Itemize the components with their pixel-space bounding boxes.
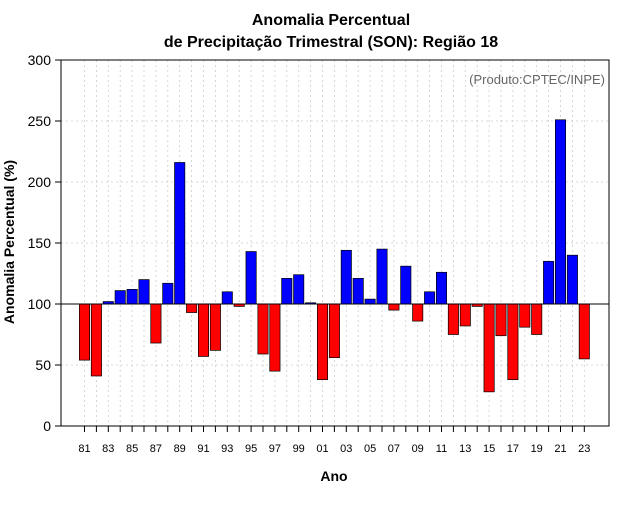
x-tick-label-09: 09 <box>412 443 424 455</box>
bar-03 <box>340 249 352 305</box>
bar-17 <box>507 303 519 380</box>
x-tick-label-95: 95 <box>245 443 257 455</box>
bar-93 <box>221 291 233 305</box>
x-tick-label-89: 89 <box>174 443 186 455</box>
bar-21 <box>554 119 566 305</box>
bar-90 <box>186 303 198 313</box>
bar-09 <box>412 303 424 322</box>
bar-86 <box>138 279 150 305</box>
bar-20 <box>543 260 555 305</box>
bar-05 <box>364 298 376 305</box>
x-tick-label-81: 81 <box>78 443 90 455</box>
x-tick-label-05: 05 <box>364 443 376 455</box>
bar-02 <box>328 303 340 359</box>
x-tick-label-83: 83 <box>102 443 114 455</box>
y-tick-label-150: 150 <box>28 235 52 251</box>
bar-01 <box>317 303 329 380</box>
bar-23 <box>578 303 590 360</box>
bar-81 <box>78 303 90 361</box>
x-tick-label-87: 87 <box>150 443 162 455</box>
bar-98 <box>281 278 293 305</box>
bar-19 <box>531 303 543 335</box>
bar-85 <box>126 289 138 305</box>
x-tick-label-07: 07 <box>388 443 400 455</box>
y-tick-label-200: 200 <box>28 174 52 190</box>
x-tick-label-15: 15 <box>483 443 495 455</box>
bar-15 <box>483 303 495 393</box>
y-tick-label-100: 100 <box>28 296 52 312</box>
bars <box>78 119 590 393</box>
bar-82 <box>90 303 102 377</box>
bar-13 <box>459 303 471 327</box>
bar-96 <box>257 303 269 355</box>
chart-title-line1: Anomalia Percentual <box>252 12 410 29</box>
bar-92 <box>209 303 221 351</box>
x-tick-label-91: 91 <box>197 443 209 455</box>
bar-99 <box>293 274 305 305</box>
x-tick-label-11: 11 <box>436 443 447 455</box>
bar-87 <box>150 303 162 344</box>
bar-18 <box>519 303 531 328</box>
bar-07 <box>388 303 400 311</box>
x-tick-label-93: 93 <box>221 443 233 455</box>
bar-22 <box>566 254 578 305</box>
bar-88 <box>162 282 174 305</box>
watermark: (Produto:CPTEC/INPE) <box>469 72 605 87</box>
x-tick-label-99: 99 <box>293 443 305 455</box>
bar-97 <box>269 303 281 372</box>
y-tick-label-0: 0 <box>43 418 51 434</box>
x-tick-label-17: 17 <box>507 443 519 455</box>
x-tick-label-23: 23 <box>578 443 590 455</box>
bar-89 <box>174 162 186 305</box>
bar-08 <box>400 265 412 305</box>
y-tick-label-50: 50 <box>35 357 51 373</box>
bar-16 <box>495 303 507 337</box>
bar-10 <box>424 291 436 305</box>
y-tick-label-300: 300 <box>28 52 52 68</box>
x-tick-label-01: 01 <box>316 443 328 455</box>
bar-04 <box>352 278 364 305</box>
x-tick-label-03: 03 <box>340 443 352 455</box>
x-tick-label-19: 19 <box>531 443 543 455</box>
x-tick-label-97: 97 <box>269 443 281 455</box>
x-tick-label-85: 85 <box>126 443 138 455</box>
bar-12 <box>447 303 459 335</box>
bar-11 <box>436 271 448 305</box>
x-tick-label-21: 21 <box>554 443 566 455</box>
grid-lines <box>61 59 609 427</box>
y-axis-label: Anomalia Percentual (%) <box>1 160 17 324</box>
bar-95 <box>245 251 257 305</box>
y-tick-label-250: 250 <box>28 113 52 129</box>
bar-91 <box>198 303 210 357</box>
x-axis-label: Ano <box>320 468 347 484</box>
bar-06 <box>376 248 388 305</box>
chart-title-line2: de Precipitação Trimestral (SON): Região… <box>164 34 498 51</box>
x-tick-label-13: 13 <box>459 443 471 455</box>
bar-84 <box>114 290 126 305</box>
